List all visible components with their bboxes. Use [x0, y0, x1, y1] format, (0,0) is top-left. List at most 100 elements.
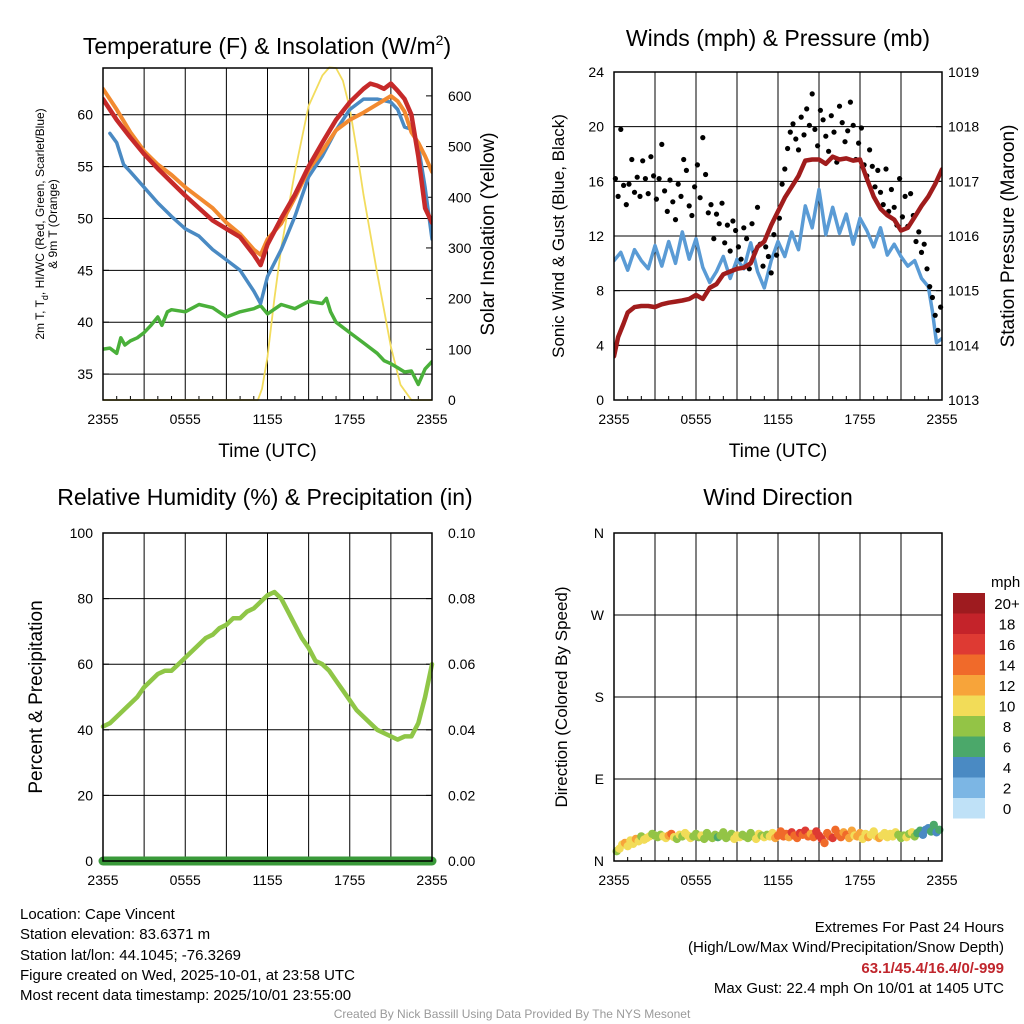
legend-swatch	[953, 798, 985, 819]
gust-point	[839, 120, 845, 126]
station-info: Location: Cape Vincent Station elevation…	[20, 905, 355, 1006]
speed-legend: mph 20+ 18 16 14 12 10 8 6 4 2 0	[953, 574, 1020, 819]
x-tick-label: 1755	[334, 411, 365, 427]
gust-point	[795, 147, 802, 153]
y-tick-label: 60	[77, 656, 93, 672]
legend-swatch	[953, 613, 985, 634]
gust-point	[640, 158, 646, 164]
gust-point	[744, 236, 750, 242]
gust-point	[623, 202, 629, 208]
gust-point	[760, 263, 766, 269]
legend-label: 0	[1003, 801, 1011, 818]
gust-point	[711, 236, 717, 242]
gust-point	[880, 202, 886, 208]
gust-point	[722, 240, 728, 246]
x-tick-label: 1155	[252, 872, 282, 888]
gust-point	[733, 227, 739, 234]
gust-point	[845, 128, 851, 134]
gust-point	[771, 232, 777, 238]
plot-border	[102, 532, 433, 862]
gust-point	[935, 327, 941, 333]
legend-swatch	[953, 634, 985, 655]
chart-title: Wind Direction	[703, 484, 853, 510]
gust-point	[618, 126, 624, 132]
dewpoint-line	[103, 296, 432, 387]
y-tick-label: 60	[77, 107, 93, 123]
y2-tick-label: 600	[448, 88, 472, 104]
y2-tick-label: 1013	[948, 392, 979, 408]
plot-border	[102, 67, 433, 401]
relative-humidity-line	[100, 589, 435, 742]
y-tick-label: 8	[596, 283, 604, 299]
x-tick-label: 1155	[763, 872, 793, 888]
extremes-subheading: (High/Low/Max Wind/Precipitation/Snow De…	[688, 939, 1004, 957]
gust-point	[869, 163, 875, 169]
gust-point	[700, 135, 706, 141]
gust-point	[877, 189, 884, 195]
legend-swatch	[953, 736, 985, 757]
gust-point	[675, 181, 681, 187]
gust-point	[681, 156, 687, 163]
location-text: Location: Cape Vincent	[20, 906, 175, 923]
temperature-9m-line	[103, 86, 432, 257]
legend-swatch	[953, 777, 985, 798]
y2-tick-label: 1019	[948, 64, 979, 80]
gust-point	[621, 182, 627, 188]
gust-point	[924, 266, 930, 272]
legend-label: 10	[999, 699, 1016, 716]
y2-tick-label: 1016	[948, 228, 979, 244]
y2-tick-label: 0.04	[448, 722, 475, 738]
y2-tick-label: 300	[448, 240, 472, 256]
y2-axis-title: Station Pressure (Maroon)	[998, 125, 1019, 348]
gust-point	[683, 167, 690, 173]
plot-border	[613, 532, 943, 862]
gust-point	[921, 241, 927, 247]
elevation-text: Station elevation: 83.6371 m	[20, 926, 211, 944]
gust-point	[664, 208, 670, 214]
legend-swatch	[953, 675, 985, 696]
gust-point	[782, 166, 788, 172]
gust-point	[741, 225, 747, 231]
y-axis-title-subscript: d	[40, 295, 50, 300]
x-tick-label: 0555	[680, 872, 711, 888]
x-tick-label: 1155	[763, 411, 793, 427]
y-tick-label: 16	[588, 173, 604, 189]
direction-point	[820, 838, 829, 848]
pressure-line	[614, 154, 942, 359]
gust-point	[659, 141, 665, 147]
x-tick-label: 2355	[87, 872, 118, 888]
gust-point	[856, 140, 862, 146]
recent-timestamp-text: Most recent data timestamp: 2025/10/01 2…	[20, 987, 352, 1005]
legend-label: 8	[1003, 719, 1011, 736]
gust-point	[678, 193, 684, 199]
y2-tick-label: 1015	[948, 283, 979, 299]
x-tick-label: 0555	[680, 411, 711, 427]
gust-point	[867, 147, 873, 153]
gust-point	[927, 284, 933, 290]
gust-point	[812, 126, 818, 132]
gust-point	[806, 122, 813, 128]
temp-chart: 2355 0555 1155 1755 2355 Temperature (F) & In…	[33, 32, 499, 462]
legend-label: 4	[1003, 760, 1011, 777]
gust-point	[708, 202, 714, 208]
legend-label: 12	[999, 678, 1016, 695]
gust-point	[716, 221, 722, 227]
latlon-text: Station lat/lon: 44.1045; -76.3269	[20, 946, 242, 964]
gust-point	[672, 217, 679, 223]
legend-swatch	[953, 757, 985, 778]
x-tick-label: 1755	[844, 411, 875, 427]
y-tick-label: 20	[588, 119, 604, 135]
x-tick-label: 1755	[334, 872, 365, 888]
gust-point	[828, 113, 834, 119]
gust-point	[692, 184, 698, 190]
gust-point	[656, 176, 662, 182]
gust-point	[820, 117, 826, 123]
x-tick-label: 2355	[416, 872, 447, 888]
plot-border	[613, 71, 943, 401]
gust-point	[850, 122, 856, 128]
gust-point	[815, 143, 821, 149]
gust-point	[735, 244, 742, 250]
rh-chart: 2355 0555 1155 1755 2355 Relative Humidity (%…	[26, 484, 475, 888]
legend-swatch	[953, 716, 985, 737]
x-tick-label: 2355	[598, 872, 629, 888]
